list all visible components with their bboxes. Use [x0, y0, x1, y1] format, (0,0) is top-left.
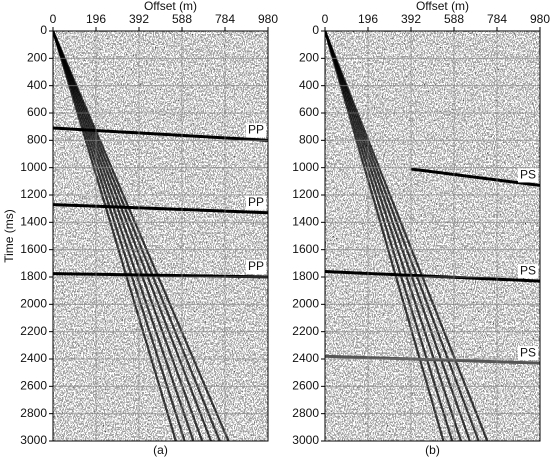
linear-event — [53, 31, 195, 441]
y-tick-label: 600 — [299, 105, 319, 119]
x-tick-label: 588 — [444, 12, 464, 26]
y-tick-label: 400 — [27, 78, 47, 92]
y-tick-label: 2400 — [292, 351, 319, 365]
linear-event — [325, 31, 454, 441]
y-tick-label: 1000 — [292, 160, 319, 174]
x-tick-label: 0 — [50, 12, 57, 26]
event-label: PS — [520, 263, 536, 277]
event-label: PP — [248, 259, 264, 273]
linear-event — [325, 31, 445, 441]
y-tick-label: 2800 — [20, 406, 47, 420]
y-tick-label: 1400 — [292, 215, 319, 229]
linear-event — [53, 31, 186, 441]
y-tick-label: 1000 — [20, 160, 47, 174]
y-tick-label: 1800 — [20, 269, 47, 283]
reflection-event — [53, 203, 268, 215]
linear-event — [325, 31, 489, 441]
x-tick-label: 392 — [129, 12, 149, 26]
y-axis-title: Time (ms) — [2, 209, 16, 263]
x-tick-label: 392 — [401, 12, 421, 26]
event-label-box — [518, 346, 538, 361]
x-tick-label: 196 — [358, 12, 378, 26]
y-tick-label: 200 — [299, 51, 319, 65]
x-tick-label: 784 — [487, 12, 507, 26]
y-tick-label: 2600 — [20, 379, 47, 393]
linear-event — [325, 31, 480, 441]
noise-background — [53, 31, 268, 441]
reflection-event — [410, 167, 540, 187]
linear-event — [53, 31, 177, 441]
y-tick-label: 2600 — [292, 379, 319, 393]
plot-frame — [52, 30, 269, 442]
y-tick-label: 2200 — [292, 324, 319, 338]
noise-background — [325, 31, 540, 441]
y-tick-label: 2000 — [292, 297, 319, 311]
y-tick-label: 0 — [40, 23, 47, 37]
y-tick-label: 2000 — [20, 297, 47, 311]
reflection-event — [53, 272, 268, 279]
y-tick-label: 2200 — [20, 324, 47, 338]
linear-event — [325, 31, 471, 441]
y-tick-label: 2400 — [20, 351, 47, 365]
event-label: PP — [248, 123, 264, 137]
y-tick-label: 800 — [299, 133, 319, 147]
event-label: PS — [520, 345, 536, 359]
panel-label: (a) — [153, 443, 168, 457]
plot-area — [325, 31, 540, 441]
y-tick-label: 1400 — [20, 215, 47, 229]
x-axis-title: Offset (m) — [416, 0, 469, 13]
reflection-event — [325, 354, 540, 365]
y-tick-label: 1200 — [292, 187, 319, 201]
event-label-box — [246, 195, 266, 210]
x-tick-label: 0 — [322, 12, 329, 26]
panel: PS PS PS 0 200 400 600 800 1000 1200 1400 1600 1800 2… — [292, 0, 550, 457]
linear-event — [53, 31, 212, 441]
x-tick-label: 980 — [530, 12, 550, 26]
panel: PP PP PP 0 200 400 600 800 1000 1200 1400 1600 1800 2… — [2, 0, 278, 457]
x-axis-title: Offset (m) — [144, 0, 197, 13]
event-label: PS — [520, 168, 536, 182]
event-label-box — [518, 264, 538, 279]
x-tick-label: 196 — [86, 12, 106, 26]
y-tick-label: 3000 — [20, 433, 47, 447]
event-label-box — [518, 168, 538, 183]
y-tick-label: 1600 — [292, 242, 319, 256]
event-label-box — [246, 123, 266, 138]
y-tick-label: 0 — [312, 23, 319, 37]
y-tick-label: 2800 — [292, 406, 319, 420]
y-tick-label: 600 — [27, 105, 47, 119]
y-tick-label: 1600 — [20, 242, 47, 256]
reflection-event — [325, 270, 540, 283]
panel-label: (b) — [425, 443, 440, 457]
reflection-event — [53, 126, 268, 142]
y-tick-label: 800 — [27, 133, 47, 147]
y-tick-label: 3000 — [292, 433, 319, 447]
y-tick-label: 1800 — [292, 269, 319, 283]
x-tick-label: 588 — [172, 12, 192, 26]
x-tick-label: 784 — [215, 12, 235, 26]
y-tick-label: 200 — [27, 51, 47, 65]
linear-event — [53, 31, 204, 441]
linear-event — [325, 31, 463, 441]
plot-area — [53, 31, 268, 441]
x-tick-label: 980 — [258, 12, 278, 26]
y-tick-label: 400 — [299, 78, 319, 92]
linear-event — [53, 31, 230, 441]
linear-event — [53, 31, 221, 441]
y-tick-label: 1200 — [20, 187, 47, 201]
plot-frame — [324, 30, 541, 442]
event-label-box — [246, 260, 266, 274]
event-label: PP — [248, 195, 264, 209]
